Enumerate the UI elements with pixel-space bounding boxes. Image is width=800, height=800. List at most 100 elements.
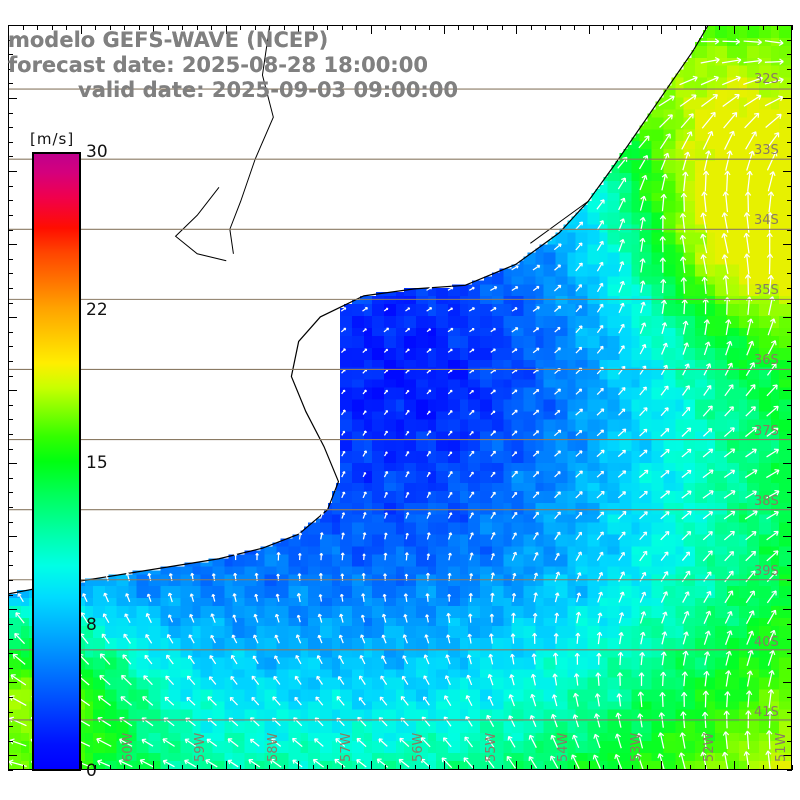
tick-mark [783, 682, 792, 684]
tick-mark [719, 765, 721, 770]
tick-mark [787, 565, 792, 567]
tick-mark [8, 550, 13, 552]
tick-mark [787, 507, 792, 509]
tick-mark [690, 25, 692, 30]
tick-mark [8, 594, 13, 596]
tick-mark [787, 141, 792, 143]
tick-mark [704, 25, 706, 30]
tick-mark [472, 25, 474, 30]
tick-mark [8, 623, 13, 625]
tick-mark [787, 346, 792, 348]
tick-mark [787, 375, 792, 377]
tick-mark [588, 25, 590, 34]
tick-mark [80, 761, 82, 770]
tick-mark [327, 765, 329, 770]
tick-mark [167, 765, 169, 770]
tick-mark [783, 536, 792, 538]
tick-mark [690, 765, 692, 770]
tick-mark [675, 765, 677, 770]
tick-mark [787, 696, 792, 698]
tick-mark [8, 302, 13, 304]
tick-mark [787, 258, 792, 260]
colorbar[interactable] [32, 152, 81, 771]
tick-mark [559, 25, 561, 30]
tick-mark [783, 755, 792, 757]
map-plot-area[interactable] [8, 25, 792, 770]
tick-mark [109, 25, 111, 30]
tick-mark [787, 653, 792, 655]
tick-mark [8, 726, 13, 728]
tick-mark [748, 25, 750, 30]
colorbar-tick-8: 8 [86, 614, 97, 635]
tick-mark [8, 434, 13, 436]
tick-mark [787, 360, 792, 362]
colorbar-tick-30: 30 [86, 142, 108, 162]
tick-mark [574, 25, 576, 30]
tick-mark [787, 448, 792, 450]
lon-label-52W: 52W [701, 732, 717, 762]
tick-mark [8, 112, 13, 114]
title-model-line: modelo GEFS-WAVE (NCEP) [8, 28, 329, 52]
tick-mark [8, 761, 9, 770]
tick-mark [783, 25, 792, 26]
tick-mark [472, 765, 474, 770]
tick-mark [545, 25, 547, 30]
tick-mark [487, 765, 489, 770]
tick-mark [603, 765, 605, 770]
tick-mark [661, 761, 663, 770]
tick-mark [370, 25, 372, 34]
lat-label-35S: 35S [754, 283, 779, 299]
tick-mark [196, 25, 198, 30]
tick-mark [787, 214, 792, 216]
tick-mark [787, 273, 792, 275]
tick-mark [138, 25, 140, 30]
tick-mark [8, 331, 13, 333]
tick-mark [8, 477, 13, 479]
tick-mark [80, 25, 82, 34]
tick-mark [787, 550, 792, 552]
tick-mark [240, 765, 242, 770]
tick-mark [787, 521, 792, 523]
tick-mark [8, 83, 13, 85]
axis-ticks-top [8, 25, 793, 34]
tick-mark [516, 761, 518, 770]
tick-mark [617, 765, 619, 770]
tick-mark [211, 25, 213, 30]
colorbar-tick-15: 15 [86, 452, 108, 473]
tick-mark [787, 112, 792, 114]
tick-mark [8, 638, 13, 640]
tick-mark [787, 623, 792, 625]
lat-label-40S: 40S [754, 634, 779, 650]
tick-mark [545, 765, 547, 770]
lat-label-36S: 36S [754, 353, 779, 369]
tick-mark [8, 419, 13, 421]
tick-mark [414, 765, 416, 770]
tick-mark [356, 765, 358, 770]
tick-mark [603, 25, 605, 30]
tick-mark [400, 765, 401, 770]
tick-mark [8, 54, 13, 56]
tick-mark [574, 765, 576, 770]
tick-mark [675, 25, 677, 30]
wind-speed-heatmap [9, 26, 791, 769]
tick-mark [8, 565, 13, 567]
lon-label-60W: 60W [120, 732, 136, 762]
tick-mark [298, 761, 300, 770]
tick-mark [8, 156, 13, 158]
tick-mark [787, 302, 792, 304]
tick-mark [777, 765, 779, 770]
tick-mark [458, 765, 460, 770]
tick-mark [783, 98, 792, 100]
colorbar-tick-0: 0 [86, 761, 97, 781]
tick-mark [8, 696, 13, 698]
tick-mark [787, 477, 792, 479]
lat-label-39S: 39S [754, 564, 779, 580]
tick-mark [167, 25, 169, 30]
tick-mark [8, 200, 13, 202]
lon-label-59W: 59W [193, 732, 209, 762]
tick-mark [787, 667, 792, 669]
tick-mark [8, 229, 13, 231]
tick-mark [787, 54, 792, 56]
tick-mark [196, 765, 198, 770]
